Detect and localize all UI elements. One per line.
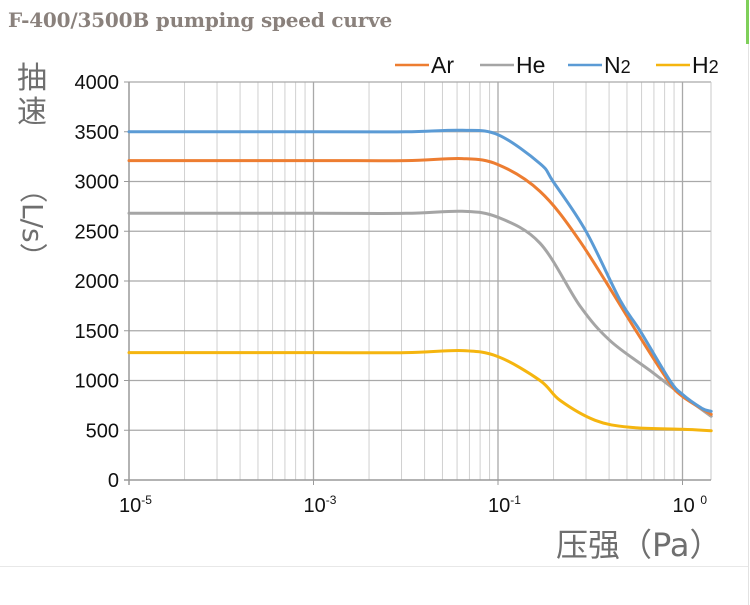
legend-label-h2: H2: [692, 52, 719, 78]
chart-title: F-400/3500B pumping speed curve: [8, 8, 392, 32]
x-tick-exponent: 0: [700, 493, 707, 507]
y-axis-label-char-2: 速: [17, 95, 47, 130]
legend-label-n2: N2: [604, 52, 631, 78]
x-tick-label: 10-5: [119, 493, 152, 517]
legend-label-main: He: [516, 52, 545, 78]
y-tick-label: 2500: [75, 221, 120, 243]
axes: [124, 81, 711, 485]
x-tick-labels: 10-5 10-3 10-1 10 0: [119, 493, 707, 517]
x-tick-label: 10-3: [304, 493, 337, 517]
x-tick-label: 10 0: [673, 493, 708, 517]
y-tick-label: 1000: [75, 371, 120, 393]
x-tick-exponent: -3: [326, 493, 337, 507]
y-tick-label: 4000: [75, 72, 120, 94]
legend-label-ar: Ar: [431, 52, 454, 78]
y-tick-label: 1500: [75, 321, 120, 343]
series-line-ar: [127, 157, 713, 416]
x-tick-base: 10: [673, 495, 701, 517]
legend-label-main: N: [604, 52, 621, 78]
y-tick-label: 3000: [75, 172, 120, 194]
x-tick-base: 10: [119, 495, 141, 517]
x-axis-label: 压强（Pa）: [556, 526, 722, 564]
y-axis-label-char-1: 抽: [17, 61, 47, 96]
y-tick-labels: 0 500 1000 1500 2000 2500 3000 3500 4000: [75, 72, 120, 492]
y-axis-label: 抽 速 （L/s）: [12, 61, 52, 271]
x-tick-exponent: -5: [141, 493, 152, 507]
page-edge-border: [748, 44, 749, 605]
legend-label-main: Ar: [431, 52, 454, 78]
x-tick-base: 10: [304, 495, 326, 517]
legend-label-he: He: [516, 52, 545, 78]
x-tick-base: 10: [488, 495, 510, 517]
x-tick-exponent: -1: [510, 493, 521, 507]
legend-label-sub: 2: [621, 57, 631, 77]
major-gridlines: [129, 81, 712, 480]
series-lines: [127, 128, 713, 433]
series-line-n2: [127, 128, 713, 413]
legend-label-sub: 2: [709, 57, 719, 77]
series-line-h2: [127, 349, 713, 433]
legend: Ar He N2 H2: [395, 52, 719, 78]
page-edge-accent: [746, 0, 749, 44]
y-tick-label: 500: [86, 420, 119, 442]
x-tick-label: 10-1: [488, 493, 521, 517]
legend-label-main: H: [692, 52, 709, 78]
series-line-he: [127, 209, 713, 418]
y-tick-label: 0: [108, 470, 119, 492]
y-tick-label: 2000: [75, 271, 120, 293]
y-tick-label: 3500: [75, 122, 120, 144]
page-bottom-border: [0, 566, 748, 567]
